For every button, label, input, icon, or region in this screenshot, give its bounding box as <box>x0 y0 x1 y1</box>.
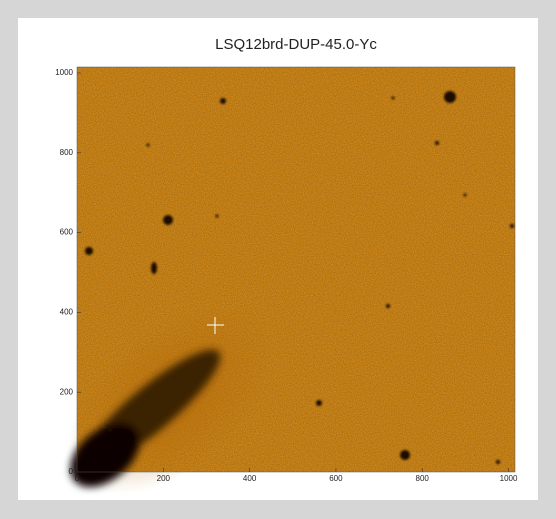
y-tick-label: 1000 <box>55 68 73 77</box>
image-frame <box>76 66 516 473</box>
x-tick-label: 0 <box>75 474 80 483</box>
x-tick-label: 800 <box>416 474 430 483</box>
galaxy <box>70 349 221 488</box>
y-tick-label: 0 <box>69 467 74 476</box>
y-tick-label: 600 <box>60 228 74 237</box>
chart-title: LSQ12brd-DUP-45.0-Yc <box>215 36 377 53</box>
x-tick-label: 1000 <box>500 474 518 483</box>
y-tick-label: 800 <box>60 148 74 157</box>
stars <box>85 91 514 464</box>
y-tick-label: 400 <box>60 308 74 317</box>
x-tick-label: 400 <box>243 474 257 483</box>
y-tick-label: 200 <box>60 387 74 396</box>
x-tick-label: 200 <box>157 474 171 483</box>
image <box>67 66 516 494</box>
x-tick-label: 600 <box>329 474 343 483</box>
crosshair <box>207 317 224 334</box>
